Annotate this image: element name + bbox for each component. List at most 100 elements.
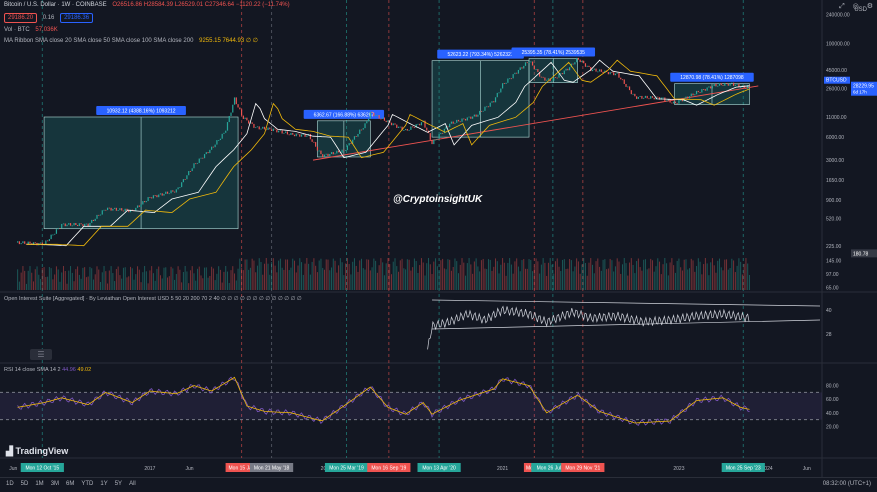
volume-bar	[731, 258, 733, 290]
collapse-pane-icon[interactable]: ☰	[30, 349, 52, 360]
buy-button[interactable]: 29186.36	[60, 13, 94, 23]
candle	[128, 210, 130, 213]
candle	[285, 131, 287, 133]
volume-bar	[54, 274, 56, 290]
tradingview-logo-text: TradingView	[15, 446, 69, 456]
candle	[17, 241, 19, 243]
ma-ribbon-label[interactable]: MA Ribbon SMA close 20 SMA close 50 SMA …	[4, 38, 194, 44]
volume-bar	[96, 266, 98, 290]
symbol-title[interactable]: Bitcoin / U.S. Dollar · 1W · COINBASE	[4, 2, 107, 8]
volume-label[interactable]: Vol · BTC	[4, 27, 30, 33]
volume-bar	[480, 260, 482, 290]
candle	[643, 97, 645, 99]
candle	[375, 115, 377, 117]
volume-bar	[616, 258, 618, 290]
camera-icon[interactable]: ◎	[852, 3, 859, 10]
volume-bar	[226, 271, 228, 290]
volume-bar	[362, 268, 364, 290]
volume-bar	[491, 270, 493, 290]
timeframe-button-all[interactable]: All	[129, 481, 136, 487]
candle	[505, 82, 507, 84]
volume-bar	[246, 259, 248, 290]
timeframe-button-5y[interactable]: 5Y	[114, 481, 123, 487]
candle	[697, 90, 699, 93]
candle	[188, 171, 190, 176]
timeframe-button-1m[interactable]: 1M	[35, 481, 44, 487]
timeframe-buttons: 1D 5D 1M 3M 6M YTD 1Y 5Y All	[6, 481, 143, 487]
candle	[122, 210, 125, 212]
date-badge-8: Mon 29 Nov '21	[565, 466, 600, 472]
settings-gear-icon[interactable]: ⚙	[866, 3, 873, 10]
candle	[239, 107, 241, 110]
volume-bar	[637, 258, 639, 290]
oi-indicator-title[interactable]: Open Interest Suite [Aggregated] · By Le…	[4, 296, 302, 302]
clock[interactable]: 08:32:00 (UTC+1)	[822, 481, 871, 487]
volume-bar	[671, 258, 673, 290]
symbol-tag: BTCUSD	[826, 78, 847, 84]
volume-bar	[98, 269, 100, 290]
candle	[614, 73, 617, 76]
candle	[725, 82, 728, 84]
volume-bar	[154, 280, 156, 290]
volume-bar	[551, 264, 553, 290]
volume-bar	[443, 268, 445, 290]
volume-bar	[706, 263, 708, 290]
candle	[396, 124, 398, 128]
currency-label[interactable]: USD	[854, 7, 867, 13]
candle	[179, 187, 181, 188]
volume-bar	[685, 259, 687, 290]
candle	[637, 96, 639, 99]
timeframe-button-1d[interactable]: 1D	[6, 481, 14, 487]
volume-bar	[683, 259, 685, 290]
volume-bar	[398, 271, 400, 290]
volume-bar	[174, 279, 176, 290]
candle	[151, 197, 153, 199]
candle	[510, 78, 512, 80]
sell-button[interactable]: 29186.20	[4, 13, 38, 23]
candle	[96, 214, 98, 219]
candle	[355, 136, 357, 137]
volume-bar	[468, 258, 470, 290]
candle	[494, 97, 497, 103]
candle	[69, 223, 72, 226]
candle	[140, 204, 142, 207]
candle	[583, 60, 585, 64]
measure-label-bg-1	[303, 109, 385, 119]
expand-icon[interactable]: ⤢	[839, 3, 845, 10]
candle	[20, 243, 22, 245]
candle	[429, 133, 431, 140]
volume-bar	[699, 261, 701, 290]
candle	[362, 128, 364, 130]
volume-bar	[267, 263, 269, 290]
volume-bar	[161, 278, 163, 290]
timeframe-button-5d[interactable]: 5D	[20, 481, 29, 487]
tradingview-logo[interactable]: ▟ TradingView	[6, 446, 68, 457]
timeframe-button-ytd[interactable]: YTD	[81, 481, 94, 487]
candle	[533, 65, 535, 70]
candle	[376, 115, 378, 116]
timeframe-button-1y[interactable]: 1Y	[100, 481, 108, 487]
volume-bar	[253, 260, 255, 290]
candle	[144, 201, 146, 203]
candle	[64, 223, 66, 227]
volume-bar	[726, 259, 728, 290]
candle	[225, 130, 227, 133]
measure-label-bg-0	[96, 105, 186, 115]
volume-bar	[680, 267, 682, 290]
candle	[688, 96, 691, 99]
rsi-tick-1: 60.00	[826, 397, 839, 403]
volume-bar	[221, 282, 223, 290]
timeframe-button-6m[interactable]: 6M	[66, 481, 75, 487]
date-badge-5: Mon 13 Apr '20	[422, 466, 456, 472]
candle	[251, 122, 253, 124]
candle	[300, 134, 303, 137]
candle	[473, 114, 475, 117]
rsi-indicator-title[interactable]: RSI 14 close SMA 14 2 44.96 49.02	[4, 367, 91, 373]
candle	[732, 82, 735, 86]
candle	[106, 207, 109, 211]
timeframe-button-3m[interactable]: 3M	[50, 481, 60, 487]
volume-bar	[516, 258, 518, 290]
volume-bar	[517, 266, 519, 290]
volume-bar	[50, 268, 52, 290]
